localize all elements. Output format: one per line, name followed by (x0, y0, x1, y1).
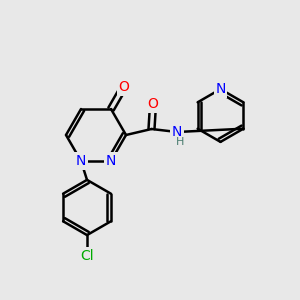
Text: Cl: Cl (80, 249, 94, 263)
Text: N: N (172, 125, 182, 139)
Text: H: H (176, 137, 184, 148)
Text: N: N (76, 154, 86, 168)
Text: O: O (148, 98, 158, 111)
Text: N: N (106, 154, 116, 168)
Text: O: O (118, 80, 129, 94)
Text: N: N (215, 82, 226, 96)
